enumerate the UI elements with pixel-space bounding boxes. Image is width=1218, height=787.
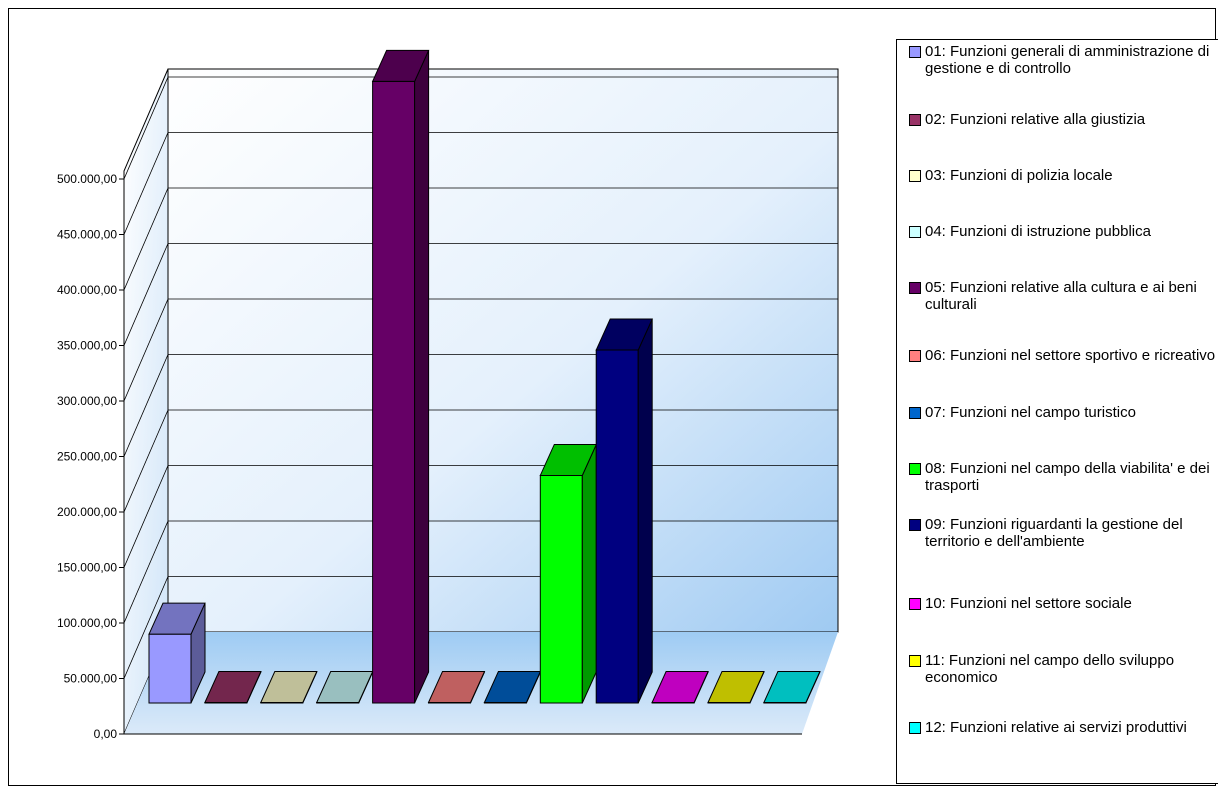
gridline-side xyxy=(123,187,169,291)
bar-top xyxy=(595,318,653,351)
legend-swatch xyxy=(909,655,921,667)
legend-item: 03: Funzioni di polizia locale xyxy=(909,167,1218,184)
bar-front xyxy=(539,474,583,704)
bar xyxy=(204,671,262,704)
y-tick-label: 300.000,00 xyxy=(57,394,117,408)
y-tick-label: 350.000,00 xyxy=(57,339,117,353)
bar xyxy=(260,671,318,704)
legend: 01: Funzioni generali di amministrazione… xyxy=(896,39,1218,784)
legend-label: 10: Funzioni nel settore sociale xyxy=(925,595,1132,612)
legend-label: 04: Funzioni di istruzione pubblica xyxy=(925,223,1151,240)
bar-chart: 0,00 50.000,00 100.000,00 150.000,00 200.000… xyxy=(57,49,839,741)
bar-side xyxy=(637,318,653,704)
y-tick-label: 150.000,00 xyxy=(57,561,117,575)
legend-swatch xyxy=(909,114,921,126)
back-wall xyxy=(167,68,839,633)
legend-label: 06: Funzioni nel settore sportivo e ricr… xyxy=(925,347,1216,364)
y-tick-label: 100.000,00 xyxy=(57,616,117,630)
legend-swatch xyxy=(909,46,921,58)
bar-top xyxy=(260,671,318,703)
chart-frame: 0,00 50.000,00 100.000,00 150.000,00 200.000… xyxy=(8,8,1218,786)
y-axis: 0,00 50.000,00 100.000,00 150.000,00 200.000… xyxy=(57,171,125,741)
legend-item: 05: Funzioni relative alla cultura e ai … xyxy=(909,279,1218,313)
gridline-side xyxy=(123,354,169,457)
legend-label: 09: Funzioni riguardanti la gestione del… xyxy=(925,516,1183,550)
bar-top xyxy=(427,671,486,703)
legend-swatch xyxy=(909,519,921,531)
plot-walls xyxy=(123,68,839,735)
legend-swatch xyxy=(909,282,921,294)
y-tick-label: 500.000,00 xyxy=(57,172,117,186)
bar-top xyxy=(371,49,430,82)
bar xyxy=(539,443,598,704)
bar xyxy=(371,49,430,704)
bar-top xyxy=(651,671,709,703)
bar xyxy=(763,671,821,704)
bar xyxy=(315,671,374,704)
gridline-side xyxy=(123,132,169,235)
legend-label: 05: Funzioni relative alla cultura e ai … xyxy=(925,279,1197,313)
y-tick-label: 450.000,00 xyxy=(57,228,117,242)
gridline-side xyxy=(123,576,169,679)
legend-label: 03: Funzioni di polizia locale xyxy=(925,167,1113,184)
legend-label: 07: Funzioni nel campo turistico xyxy=(925,404,1136,421)
bar-top xyxy=(763,671,821,703)
legend-label: 08: Funzioni nel campo della viabilita' … xyxy=(925,460,1210,494)
legend-item: 02: Funzioni relative alla giustizia xyxy=(909,111,1218,128)
legend-swatch xyxy=(909,170,921,182)
legend-item: 12: Funzioni relative ai servizi produtt… xyxy=(909,719,1218,736)
gridline-side xyxy=(123,76,169,180)
bar xyxy=(427,671,486,704)
bar-side xyxy=(414,50,430,704)
gridline-side xyxy=(123,243,169,346)
legend-item: 09: Funzioni riguardanti la gestione del… xyxy=(909,516,1218,550)
legend-swatch xyxy=(909,407,921,419)
gridline-side xyxy=(123,298,169,402)
legend-item: 01: Funzioni generali di amministrazione… xyxy=(909,43,1218,77)
gridlines xyxy=(123,76,838,679)
legend-item: 10: Funzioni nel settore sociale xyxy=(909,595,1218,612)
legend-swatch xyxy=(909,226,921,238)
legend-item: 07: Funzioni nel campo turistico xyxy=(909,404,1218,421)
legend-label: 02: Funzioni relative alla giustizia xyxy=(925,111,1146,128)
legend-swatch xyxy=(909,598,921,610)
bar-front xyxy=(372,80,416,704)
y-tick-label: 250.000,00 xyxy=(57,450,117,464)
bar-top xyxy=(707,671,765,703)
y-tick-label: 0,00 xyxy=(94,727,118,741)
gridline-side xyxy=(123,520,169,624)
legend-item: 04: Funzioni di istruzione pubblica xyxy=(909,223,1218,240)
gridline-side xyxy=(123,409,169,513)
bar xyxy=(595,318,653,704)
bar-side xyxy=(581,444,597,704)
y-tick-label: 200.000,00 xyxy=(57,505,117,519)
bar xyxy=(707,671,765,704)
legend-swatch xyxy=(909,463,921,475)
legend-label: 12: Funzioni relative ai servizi produtt… xyxy=(925,719,1187,736)
bar xyxy=(483,671,542,704)
bar-top xyxy=(204,671,262,703)
bar-front xyxy=(595,349,639,704)
floor xyxy=(124,632,838,734)
gridline-side xyxy=(123,465,169,568)
bar-front xyxy=(148,633,192,704)
legend-item: 08: Funzioni nel campo della viabilita' … xyxy=(909,460,1218,494)
legend-swatch xyxy=(909,350,921,362)
bar xyxy=(651,671,709,704)
legend-label: 01: Funzioni generali di amministrazione… xyxy=(925,43,1210,77)
legend-item: 06: Funzioni nel settore sportivo e ricr… xyxy=(909,347,1218,364)
y-tick-label: 50.000,00 xyxy=(64,672,118,686)
bar xyxy=(148,602,206,704)
legend-item: 11: Funzioni nel campo dello sviluppo ec… xyxy=(909,652,1218,686)
bar-top xyxy=(148,602,206,635)
legend-swatch xyxy=(909,722,921,734)
legend-label: 11: Funzioni nel campo dello sviluppo ec… xyxy=(925,652,1175,686)
bars xyxy=(148,49,821,704)
y-tick-label: 400.000,00 xyxy=(57,283,117,297)
